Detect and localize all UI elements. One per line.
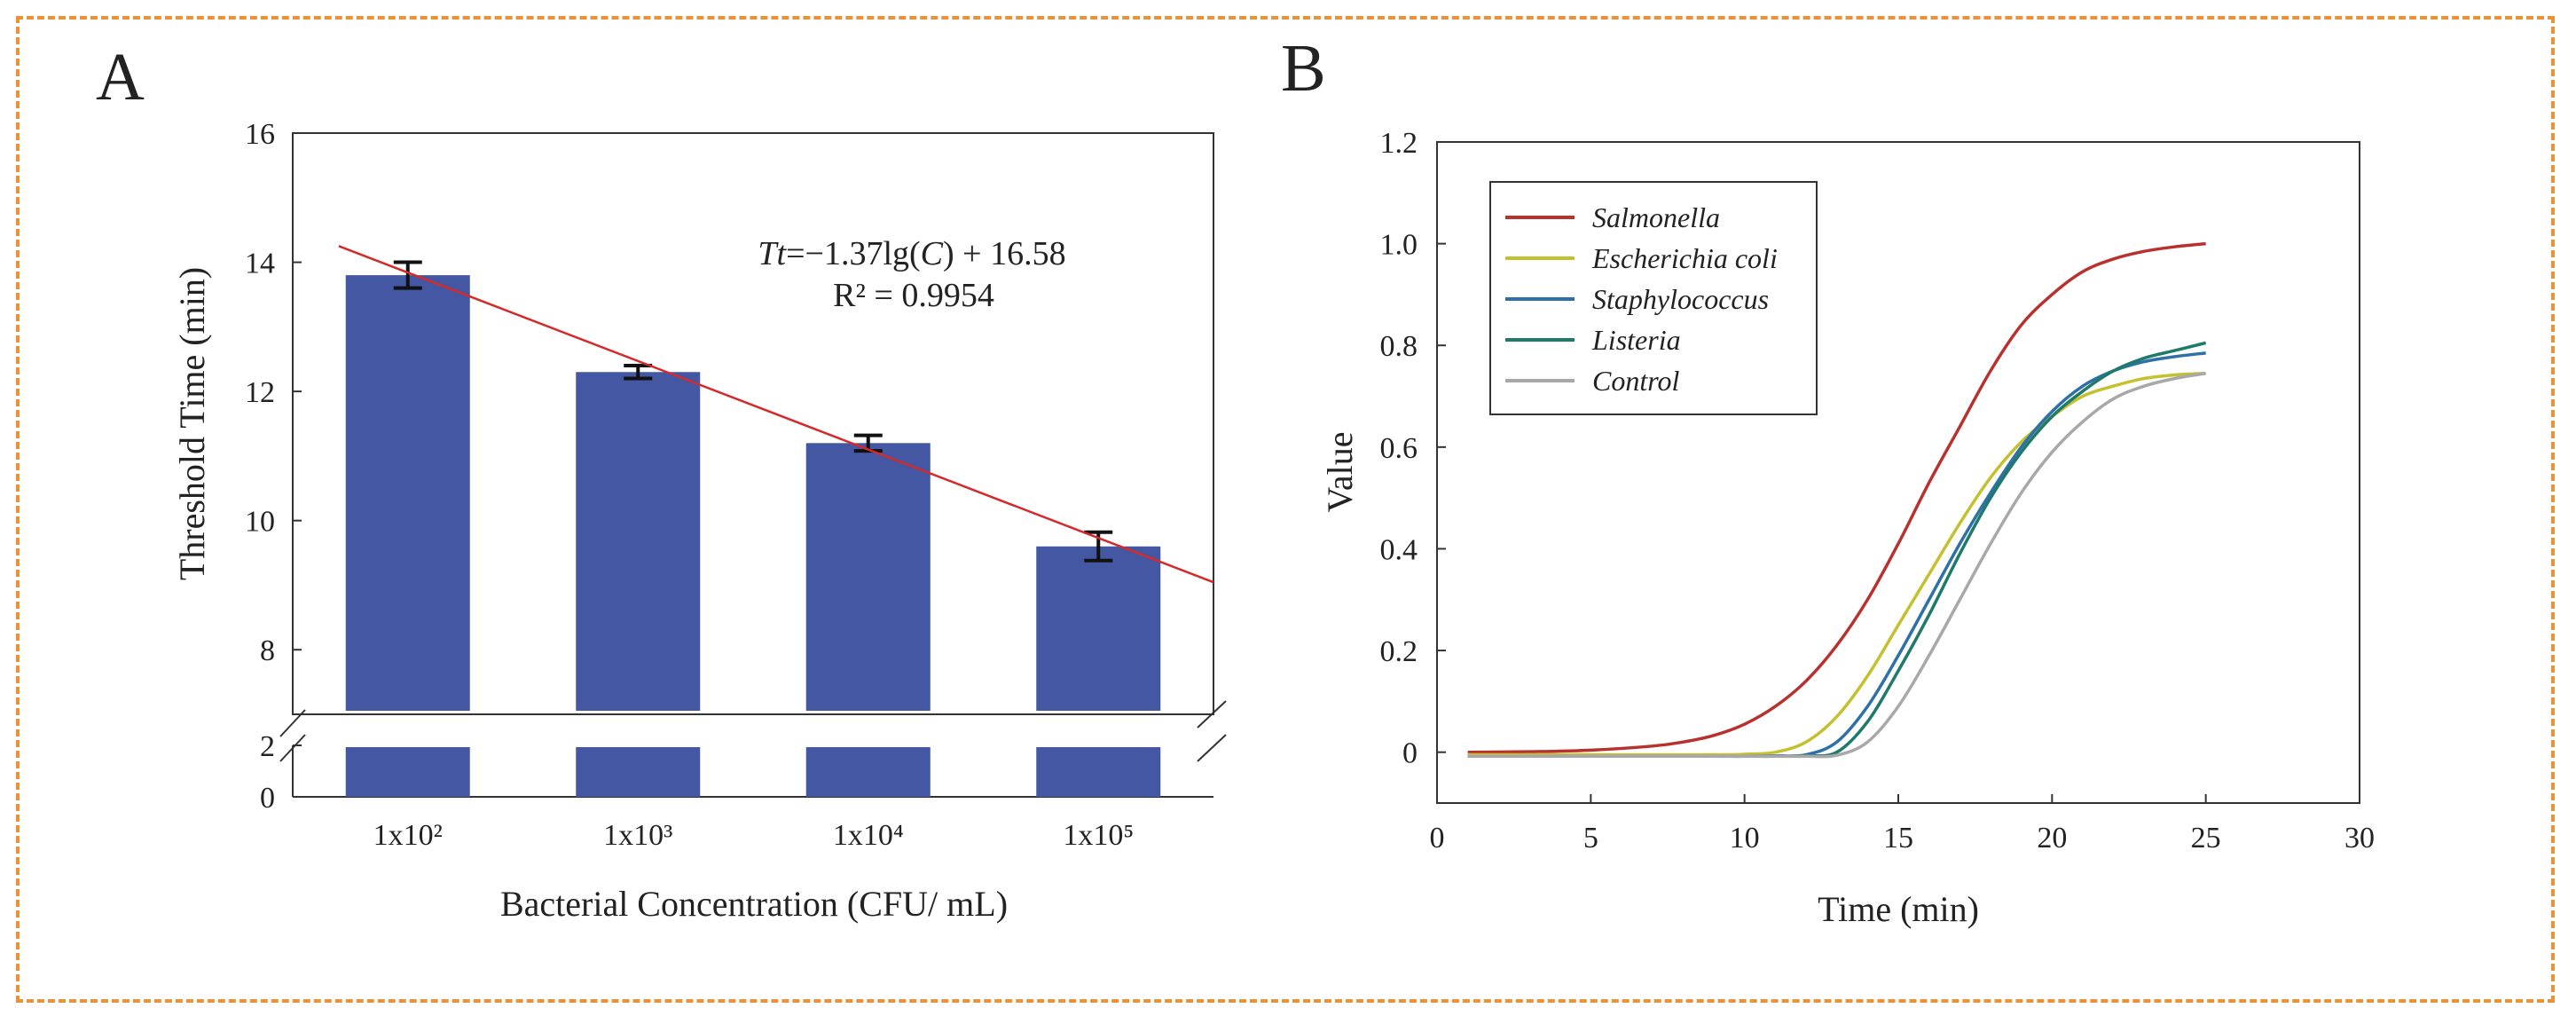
panel-b-x-tick-label: 15: [1883, 822, 1913, 855]
panel-b-y-tick-label: 0: [1402, 737, 1418, 770]
panel-a-bar: [1036, 546, 1161, 711]
panel-a-letter: A: [96, 40, 145, 114]
panel-b-x-tick-label: 30: [2344, 822, 2375, 855]
panel-a-y-tick-label: 10: [245, 506, 275, 539]
legend-label: Staphylococcus: [1592, 283, 1769, 315]
panel-a-bar: [805, 443, 931, 711]
panel-a-bar-lower: [576, 747, 701, 797]
panel-b-y-axis-label: Value: [1320, 431, 1360, 512]
panel-a-bar: [345, 275, 470, 711]
panel-a-plot-frame: [292, 132, 1214, 715]
panel-a-equation: Tt=−1.37lg(C) + 16.58: [758, 235, 1065, 272]
panel-a-fit-line: [338, 245, 1214, 584]
legend-label: Escherichia coli: [1591, 242, 1778, 274]
panel-b-x-tick-label: 0: [1430, 822, 1445, 855]
panel-b-letter: B: [1281, 31, 1326, 106]
series-line-escherichia-coli: [1467, 372, 2206, 757]
panel-a-bar-lower: [805, 747, 931, 797]
panel-a-x-tick-label: 1x10²: [373, 819, 443, 852]
panel-b: B 0 0.2 0.4 0.6 0.8 1.0 1.2 0 5 10 15 20 25 30 Salmo…: [1281, 31, 2375, 929]
panel-a-break-mask-right: [1189, 721, 1242, 752]
panel-b-x-tick-label: 5: [1583, 822, 1598, 855]
panel-b-x-tick-label: 10: [1730, 822, 1760, 855]
panel-a-y-tick-label: 8: [260, 634, 275, 667]
panel-b-y-tick-label: 0.2: [1380, 635, 1418, 668]
panel-a-bar-lower: [1036, 747, 1161, 797]
panel-a-x-tick-label: 1x10³: [603, 819, 672, 852]
panel-b-x-tick-label: 20: [2037, 822, 2067, 855]
panel-a: A 8 10 12 14 16 0 2 1x10² 1x10³ 1x10⁴ 1x10⁵ Thres…: [96, 40, 1242, 924]
panel-a-x-axis-label: Bacterial Concentration (CFU/ mL): [500, 884, 1008, 924]
series-line-control: [1467, 372, 2206, 759]
panel-b-y-tick-label: 0.8: [1380, 330, 1418, 363]
panel-a-y-tick-label: 0: [260, 782, 275, 815]
panel-b-legend: Salmonella Escherichia coli Staphylococcus…: [1489, 181, 1818, 415]
panel-a-r-squared: R² = 0.9954: [833, 277, 994, 314]
panel-b-y-tick-label: 0.6: [1380, 432, 1418, 465]
panel-a-break-mark-4: [1197, 734, 1227, 762]
panel-a-break-mask-left: [266, 721, 337, 752]
figure-frame: [16, 16, 2555, 1003]
legend-label: Listeria: [1591, 324, 1681, 356]
panel-a-bar-lower: [345, 747, 470, 797]
panel-a-x-tick-label: 1x10⁵: [1063, 819, 1134, 852]
panel-b-x-axis-label: Time (min): [1818, 889, 1979, 929]
panel-b-y-tick-label: 1.2: [1380, 127, 1418, 160]
legend-label: Control: [1592, 365, 1680, 397]
panel-a-y-tick-label: 16: [245, 118, 275, 151]
panel-b-y-tick-label: 1.0: [1380, 229, 1418, 262]
panel-b-x-tick-label: 25: [2191, 822, 2221, 855]
legend-label: Salmonella: [1592, 201, 1720, 233]
panel-a-break-mark-1: [279, 709, 306, 737]
panel-a-break-mark-3: [1197, 700, 1227, 729]
panel-a-x-tick-label: 1x10⁴: [833, 819, 904, 852]
panel-a-bar: [576, 372, 701, 711]
panel-a-y-tick-label: 12: [245, 376, 275, 409]
panel-a-y-tick-label: 2: [260, 730, 275, 763]
panel-a-y-axis-label: Threshold Time (min): [172, 267, 212, 580]
panel-a-y-tick-label: 14: [245, 248, 275, 280]
series-line-salmonella: [1467, 241, 2206, 754]
panel-a-break-mark-2: [279, 734, 306, 762]
panel-b-y-tick-label: 0.4: [1380, 533, 1418, 566]
